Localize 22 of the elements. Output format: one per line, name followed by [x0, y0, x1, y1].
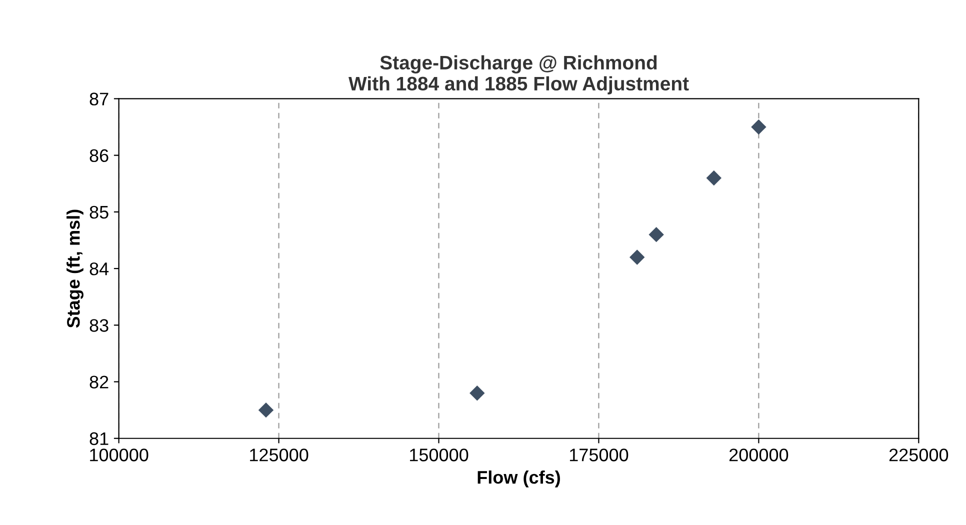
- x-tick-label: 225000: [889, 448, 948, 462]
- x-tick-label: 125000: [250, 448, 308, 462]
- x-tick-label: 175000: [570, 448, 628, 462]
- y-tick-label: 87: [90, 92, 108, 106]
- y-tick-label: 84: [90, 262, 109, 276]
- x-tick-label: 150000: [410, 448, 468, 462]
- point: [706, 170, 722, 186]
- y-tick-label: 85: [90, 206, 108, 219]
- x-tick-label: 100000: [90, 448, 148, 462]
- x-axis-title: Flow (cfs): [478, 470, 560, 488]
- y-tick-label: 83: [90, 319, 108, 332]
- point: [258, 402, 274, 418]
- y-tick-label: 81: [90, 432, 108, 446]
- chart-title: Stage-Discharge @ Richmond With 1884 and 1885 Flow Adjustment: [348, 55, 689, 94]
- y-tick-label: 82: [90, 376, 108, 388]
- point: [630, 250, 645, 265]
- point: [470, 385, 485, 401]
- point: [648, 226, 664, 242]
- y-tick-label: 86: [90, 149, 108, 162]
- x-tick-label: 200000: [729, 448, 788, 462]
- y-axis-title: Stage (ft, msl): [66, 210, 84, 328]
- point: [751, 119, 766, 135]
